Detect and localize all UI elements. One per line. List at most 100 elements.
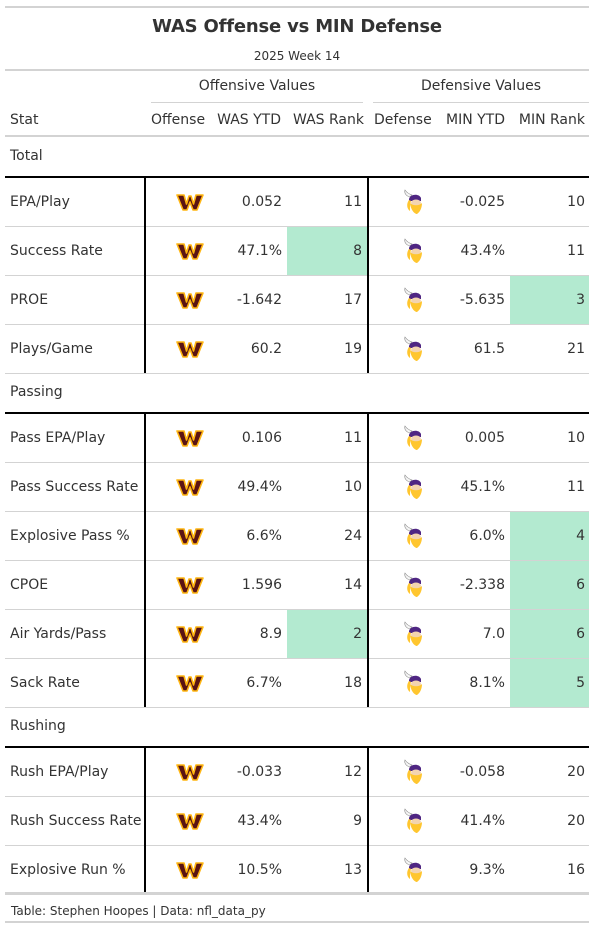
column-divider — [144, 748, 146, 894]
header-rule — [5, 69, 589, 71]
min-ytd-cell: 8.1% — [469, 675, 505, 691]
row-divider — [5, 373, 589, 374]
row-divider — [5, 324, 589, 325]
min-rank-cell: 4 — [510, 512, 589, 560]
table-row: Success Rate 47.1% 8 43.4% 11 — [5, 227, 589, 276]
row-divider — [5, 226, 589, 227]
vikings-logo-icon — [404, 523, 422, 548]
was-ytd-cell: 10.5% — [237, 862, 282, 878]
min-rank-cell: 6 — [510, 561, 589, 609]
vikings-logo-icon — [404, 621, 422, 646]
min-ytd-cell: 41.4% — [460, 813, 505, 829]
commanders-logo-icon — [176, 862, 204, 879]
table-source-note: Table: Stephen Hoopes | Data: nfl_data_p… — [11, 904, 266, 918]
commanders-logo-icon — [176, 813, 204, 830]
commanders-logo-icon — [176, 675, 204, 692]
vikings-logo-icon — [404, 189, 422, 214]
commanders-logo-icon — [176, 243, 204, 260]
row-divider — [5, 609, 589, 610]
commanders-logo-icon — [176, 430, 204, 447]
row-divider — [5, 707, 589, 708]
table-row: Plays/Game 60.2 19 61.5 21 — [5, 325, 589, 374]
stat-name-cell: Sack Rate — [10, 675, 80, 691]
commanders-logo-icon — [176, 341, 204, 358]
was-rank-cell: 19 — [344, 341, 362, 357]
min-ytd-cell: 6.0% — [469, 528, 505, 544]
min-ytd-cell: 43.4% — [460, 243, 505, 259]
stat-name-cell: Success Rate — [10, 243, 103, 259]
was-ytd-cell: 6.7% — [246, 675, 282, 691]
table-title: WAS Offense vs MIN Defense — [152, 16, 442, 37]
min-ytd-cell: -2.338 — [459, 577, 505, 593]
table-row: Pass Success Rate 49.4% 10 45.1% 11 — [5, 463, 589, 512]
min-rank-cell: 21 — [567, 341, 585, 357]
was-rank-cell: 11 — [344, 194, 362, 210]
min-ytd-cell: -0.025 — [459, 194, 505, 210]
min-rank-cell: 10 — [567, 430, 585, 446]
column-header-offense: Offense — [151, 112, 206, 128]
row-divider — [5, 796, 589, 797]
stat-name-cell: PROE — [10, 292, 49, 308]
vikings-logo-icon — [404, 336, 422, 361]
stat-name-cell: EPA/Play — [10, 194, 70, 210]
row-group-rule — [5, 412, 589, 414]
was-ytd-cell: 0.106 — [241, 430, 282, 446]
stat-name-cell: Rush EPA/Play — [10, 764, 109, 780]
table-bottom-rule — [5, 892, 589, 894]
min-rank-cell: 20 — [567, 764, 585, 780]
table-row: Rush EPA/Play -0.033 12 -0.058 20 — [5, 748, 589, 797]
was-ytd-cell: -0.033 — [236, 764, 282, 780]
was-rank-cell: 24 — [344, 528, 362, 544]
table-subtitle: 2025 Week 14 — [253, 49, 341, 63]
vikings-logo-icon — [404, 857, 422, 882]
was-rank-cell: 10 — [344, 479, 362, 495]
table-row: EPA/Play 0.052 11 -0.025 10 — [5, 178, 589, 227]
was-ytd-cell: 43.4% — [237, 813, 282, 829]
commanders-logo-icon — [176, 577, 204, 594]
vikings-logo-icon — [404, 425, 422, 450]
min-ytd-cell: -0.058 — [459, 764, 505, 780]
was-ytd-cell: 6.6% — [246, 528, 282, 544]
min-ytd-cell: 9.3% — [469, 862, 505, 878]
table-row: Sack Rate 6.7% 18 8.1% 5 — [5, 659, 589, 708]
min-ytd-cell: -5.635 — [459, 292, 505, 308]
row-group-rule — [5, 176, 589, 178]
table-row: Explosive Run % 10.5% 13 9.3% 16 — [5, 846, 589, 895]
table-row: Rush Success Rate 43.4% 9 41.4% 20 — [5, 797, 589, 846]
commanders-logo-icon — [176, 479, 204, 496]
vikings-logo-icon — [404, 572, 422, 597]
row-group-rule — [5, 746, 589, 748]
stat-name-cell: Pass EPA/Play — [10, 430, 106, 446]
row-divider — [5, 560, 589, 561]
commanders-logo-icon — [176, 528, 204, 545]
column-header-rule — [5, 135, 589, 137]
top-rule — [5, 6, 589, 8]
column-divider — [144, 414, 146, 707]
column-divider — [367, 178, 369, 373]
was-ytd-cell: 1.596 — [241, 577, 282, 593]
matchup-table: WAS Offense vs MIN Defense 2025 Week 14 … — [5, 6, 589, 923]
row-group-label: Total — [10, 148, 43, 164]
min-rank-cell: 6 — [510, 610, 589, 658]
min-ytd-cell: 45.1% — [460, 479, 505, 495]
column-header-defense: Defense — [374, 112, 432, 128]
row-group-label: Rushing — [10, 718, 66, 734]
stat-name-cell: Explosive Pass % — [10, 528, 130, 544]
column-header-min-ytd: MIN YTD — [445, 112, 505, 128]
was-rank-cell: 13 — [344, 862, 362, 878]
stat-name-cell: Explosive Run % — [10, 862, 126, 878]
commanders-logo-icon — [176, 292, 204, 309]
was-rank-cell: 8 — [287, 227, 367, 275]
vikings-logo-icon — [404, 287, 422, 312]
row-divider — [5, 511, 589, 512]
min-rank-cell: 20 — [567, 813, 585, 829]
vikings-logo-icon — [404, 808, 422, 833]
row-divider — [5, 845, 589, 846]
vikings-logo-icon — [404, 238, 422, 263]
min-ytd-cell: 0.005 — [464, 430, 505, 446]
column-header-was-ytd: WAS YTD — [217, 112, 281, 128]
was-rank-cell: 11 — [344, 430, 362, 446]
was-rank-cell: 2 — [287, 610, 367, 658]
was-ytd-cell: 0.052 — [241, 194, 282, 210]
min-ytd-cell: 61.5 — [473, 341, 505, 357]
